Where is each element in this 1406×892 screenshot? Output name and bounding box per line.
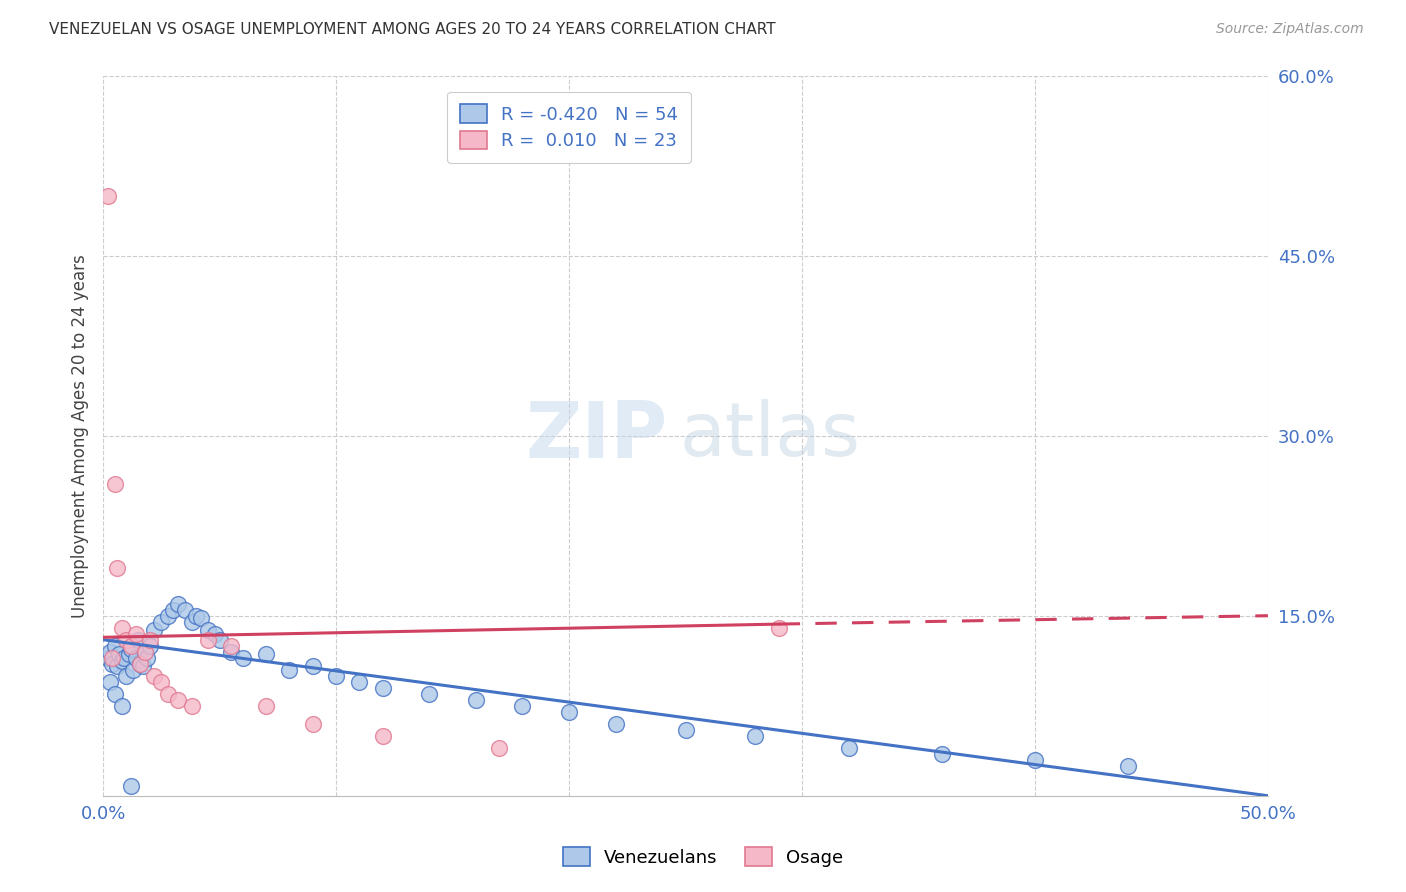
Point [488,740,510,755]
Point [325,669,347,683]
Point [254,698,277,713]
Point [675,723,697,737]
Point [101,657,124,671]
Point [349,674,371,689]
Point [744,729,766,743]
Text: VENEZUELAN VS OSAGE UNEMPLOYMENT AMONG AGES 20 TO 24 YEARS CORRELATION CHART: VENEZUELAN VS OSAGE UNEMPLOYMENT AMONG A… [49,22,776,37]
Point [931,747,953,761]
Point [838,740,860,755]
Legend: Venezuelans, Osage: Venezuelans, Osage [555,840,851,874]
Point [157,608,180,623]
Point [115,632,138,647]
Point [219,639,242,653]
Point [112,650,135,665]
Point [173,603,195,617]
Point [127,632,149,647]
Point [197,632,219,647]
Point [186,608,208,623]
Point [132,659,155,673]
Point [129,657,152,671]
Point [162,603,184,617]
Point [104,639,127,653]
Point [104,476,127,491]
Point [157,687,180,701]
Point [232,650,254,665]
Point [122,663,145,677]
Point [108,647,131,661]
Point [134,645,156,659]
Point [180,615,202,629]
Point [150,615,173,629]
Point [301,659,323,673]
Point [101,650,124,665]
Point [138,639,160,653]
Point [97,188,120,202]
Point [558,705,581,719]
Point [98,645,121,659]
Point [204,626,226,640]
Point [129,657,152,671]
Point [97,650,120,665]
Point [143,669,166,683]
Point [418,687,440,701]
Point [371,681,394,695]
Point [111,698,134,713]
Point [118,647,141,661]
Text: atlas: atlas [679,399,860,472]
Point [104,687,127,701]
Point [180,698,202,713]
Point [105,659,128,673]
Point [115,669,138,683]
Point [150,674,173,689]
Point [190,611,212,625]
Point [120,642,142,657]
Point [605,716,627,731]
Point [512,698,534,713]
Point [105,560,128,574]
Point [278,663,301,677]
Point [371,729,394,743]
Point [208,632,231,647]
Point [254,647,277,661]
Point [125,626,148,640]
Point [98,674,121,689]
Point [111,654,134,668]
Point [1116,758,1139,772]
Point [301,716,323,731]
Point [125,650,148,665]
Point [134,645,156,659]
Point [136,650,159,665]
Point [120,639,142,653]
Point [166,597,188,611]
Point [120,779,142,793]
Point [166,692,188,706]
Text: Source: ZipAtlas.com: Source: ZipAtlas.com [1216,22,1364,37]
Y-axis label: Unemployment Among Ages 20 to 24 years: Unemployment Among Ages 20 to 24 years [72,253,89,617]
Point [111,621,134,635]
Point [143,623,166,637]
Point [1024,753,1046,767]
Point [768,621,790,635]
Point [138,632,160,647]
Point [464,692,486,706]
Point [197,623,219,637]
Text: ZIP: ZIP [526,398,668,474]
Point [219,645,242,659]
Legend: R = -0.420   N = 54, R =  0.010   N = 23: R = -0.420 N = 54, R = 0.010 N = 23 [447,92,690,163]
